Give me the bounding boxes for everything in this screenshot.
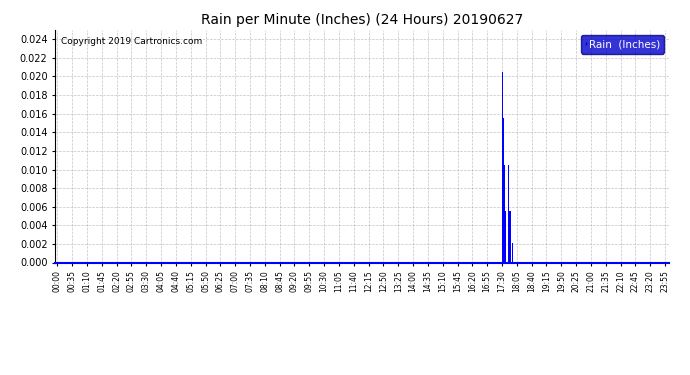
Legend: Rain  (Inches): Rain (Inches) (582, 35, 664, 54)
Title: Rain per Minute (Inches) (24 Hours) 20190627: Rain per Minute (Inches) (24 Hours) 2019… (201, 13, 524, 27)
Text: Copyright 2019 Cartronics.com: Copyright 2019 Cartronics.com (61, 37, 203, 46)
